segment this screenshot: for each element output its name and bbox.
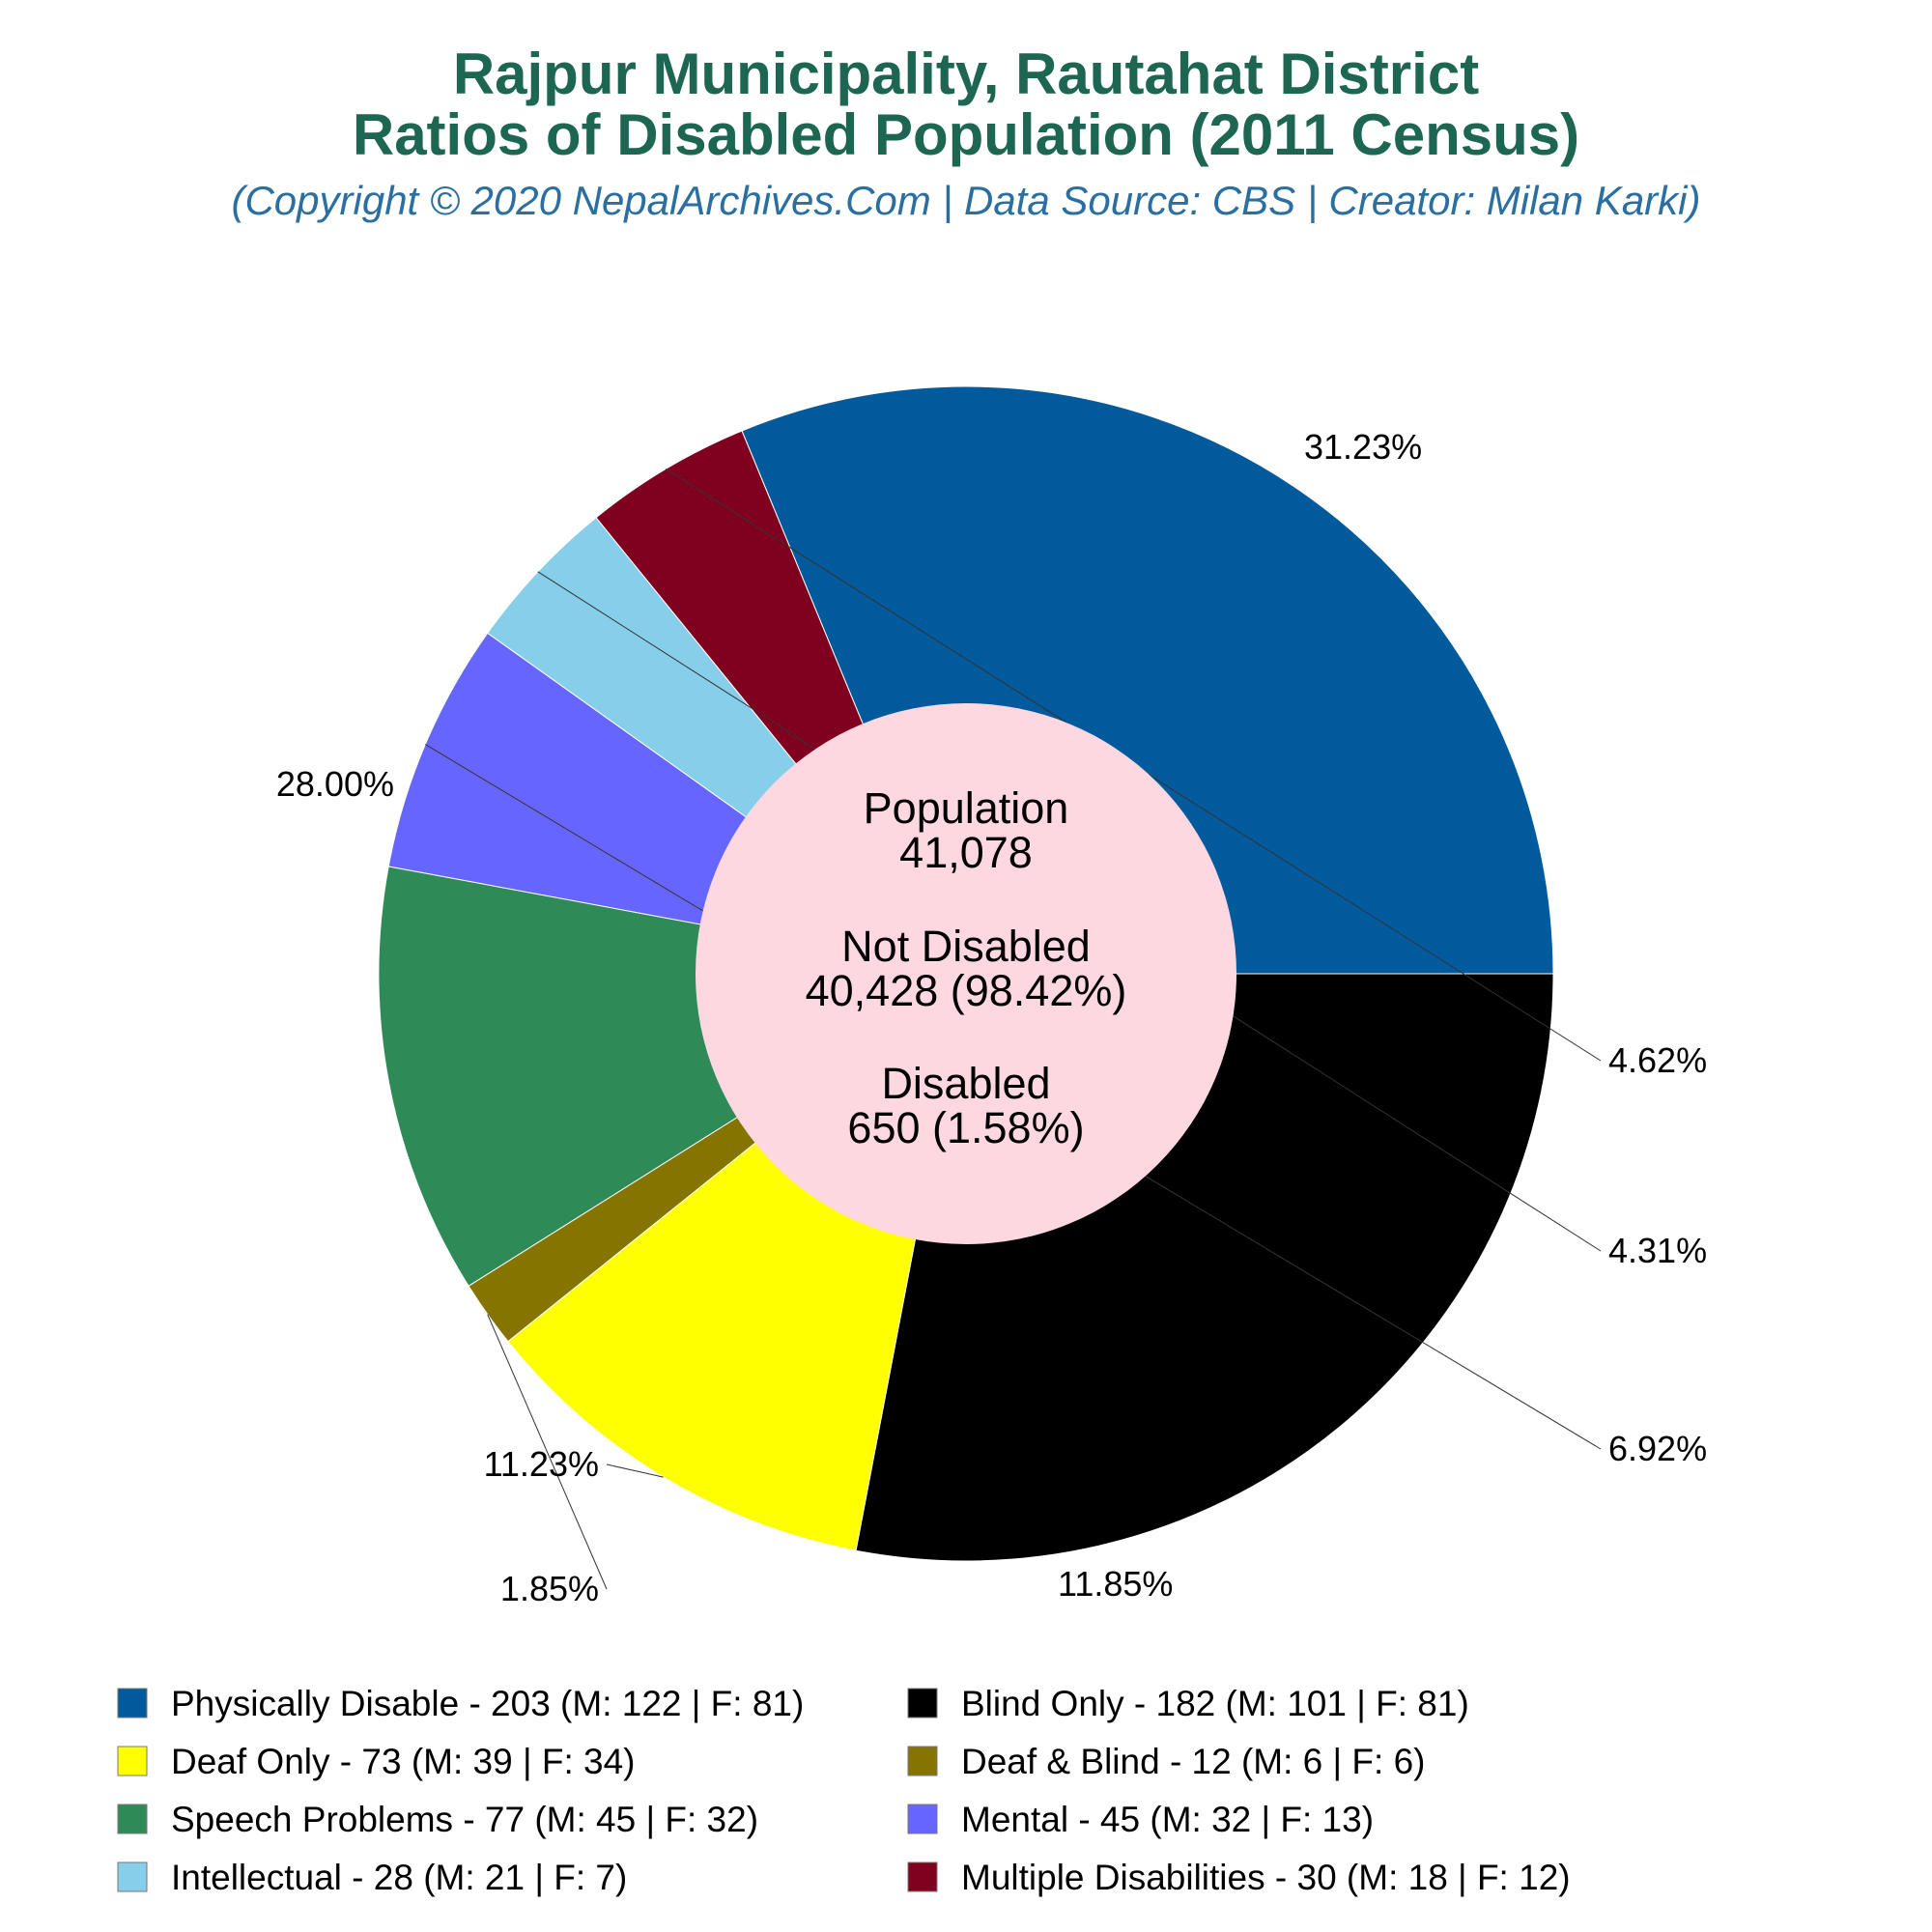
center-not-disabled-label: Not Disabled (841, 922, 1091, 971)
percent-label-multiple-disabilities: 4.62% (1608, 1040, 1707, 1080)
leader-line-deaf-only (606, 1463, 664, 1478)
legend-swatch-multiple-disabilities (907, 1861, 938, 1892)
legend-label-physically-disable: Physically Disable - 203 (M: 122 | F: 81… (171, 1684, 804, 1723)
center-circle (696, 703, 1236, 1244)
legend-swatch-deaf-only (117, 1746, 148, 1776)
center-not-disabled-value: 40,428 (98.42%) (806, 966, 1127, 1015)
legend-label-mental: Mental - 45 (M: 32 | F: 13) (961, 1800, 1374, 1839)
legend-swatch-deaf-blind (907, 1746, 938, 1776)
legend-label-multiple-disabilities: Multiple Disabilities - 30 (M: 18 | F: 1… (961, 1858, 1571, 1897)
percent-label-intellectual: 4.31% (1608, 1231, 1707, 1270)
legend-swatch-intellectual (117, 1861, 148, 1892)
legend-swatch-blind-only (907, 1688, 938, 1719)
center-disabled-value: 650 (1.58%) (847, 1103, 1084, 1152)
legend-label-deaf-blind: Deaf & Blind - 12 (M: 6 | F: 6) (961, 1742, 1426, 1781)
legend-label-blind-only: Blind Only - 182 (M: 101 | F: 81) (961, 1684, 1469, 1723)
legend: Physically Disable - 203 (M: 122 | F: 81… (117, 1684, 1571, 1897)
percent-label-physically-disable: 31.23% (1304, 427, 1422, 467)
legend-swatch-physically-disable (117, 1688, 148, 1719)
legend-label-intellectual: Intellectual - 28 (M: 21 | F: 7) (171, 1858, 627, 1897)
center-population-label: Population (864, 783, 1069, 833)
legend-swatch-speech-problems (117, 1804, 148, 1834)
center-disabled-label: Disabled (881, 1059, 1050, 1108)
legend-label-deaf-only: Deaf Only - 73 (M: 39 | F: 34) (171, 1742, 636, 1781)
percent-label-deaf-only: 11.23% (484, 1444, 599, 1484)
center-population-value: 41,078 (899, 828, 1033, 877)
percent-label-deaf-blind: 1.85% (500, 1569, 599, 1608)
legend-label-speech-problems: Speech Problems - 77 (M: 45 | F: 32) (171, 1800, 758, 1839)
percent-label-mental: 6.92% (1608, 1429, 1707, 1468)
chart-subtitle: Ratios of Disabled Population (2011 Cens… (353, 102, 1579, 167)
chart-title: Rajpur Municipality, Rautahat District (453, 42, 1479, 106)
chart-credit: (Copyright © 2020 NepalArchives.Com | Da… (231, 178, 1700, 224)
percent-label-blind-only: 28.00% (276, 764, 394, 804)
percent-labels: 31.23% 4.62% 4.31% 6.92% 11.85% 1.85% 11.23% 28… (276, 427, 1707, 1608)
legend-swatch-mental (907, 1804, 938, 1834)
percent-label-speech-problems: 11.85% (1058, 1564, 1173, 1604)
leader-line-deaf-blind (487, 1314, 608, 1590)
